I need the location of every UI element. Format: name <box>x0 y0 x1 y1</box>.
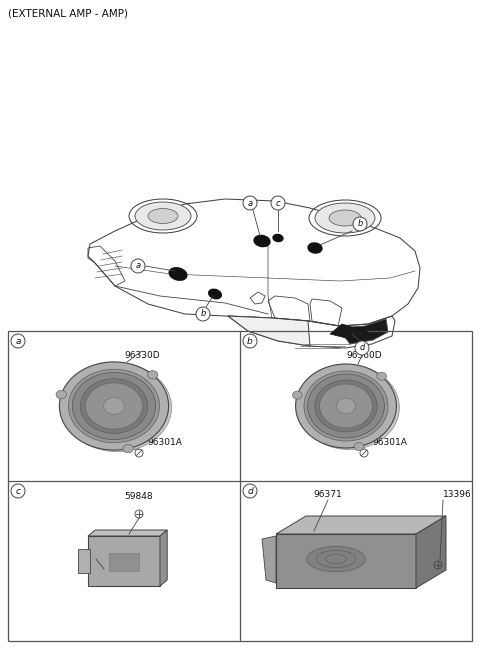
Bar <box>78 549 90 573</box>
Ellipse shape <box>148 209 178 224</box>
Polygon shape <box>276 516 446 534</box>
Ellipse shape <box>304 371 388 441</box>
Circle shape <box>243 334 257 348</box>
Text: b: b <box>247 337 253 346</box>
Ellipse shape <box>72 373 156 440</box>
Ellipse shape <box>254 236 270 247</box>
Bar <box>8 331 472 641</box>
Text: 96371: 96371 <box>313 490 342 499</box>
Ellipse shape <box>320 384 372 428</box>
Text: c: c <box>276 199 280 207</box>
Ellipse shape <box>308 374 384 438</box>
Ellipse shape <box>377 373 386 380</box>
Ellipse shape <box>209 289 221 298</box>
Text: 96330D: 96330D <box>124 351 160 360</box>
Text: b: b <box>357 220 363 228</box>
Circle shape <box>243 196 257 210</box>
Ellipse shape <box>273 234 283 241</box>
Ellipse shape <box>315 203 375 233</box>
Ellipse shape <box>169 268 187 280</box>
Ellipse shape <box>80 379 148 434</box>
Text: a: a <box>135 262 141 270</box>
Polygon shape <box>338 319 388 344</box>
Ellipse shape <box>69 369 159 443</box>
Polygon shape <box>228 316 310 346</box>
Ellipse shape <box>60 362 168 450</box>
Text: a: a <box>247 199 252 207</box>
Polygon shape <box>262 536 276 583</box>
Polygon shape <box>160 530 167 586</box>
Polygon shape <box>330 324 368 341</box>
Circle shape <box>196 307 210 321</box>
Text: 96370N: 96370N <box>94 573 130 582</box>
Ellipse shape <box>315 380 377 432</box>
Ellipse shape <box>299 365 399 449</box>
Ellipse shape <box>307 546 365 572</box>
Ellipse shape <box>316 550 356 567</box>
Text: 96301A: 96301A <box>147 438 182 447</box>
Ellipse shape <box>292 391 302 399</box>
Circle shape <box>131 259 145 273</box>
Ellipse shape <box>329 210 361 226</box>
Text: 96301A: 96301A <box>372 438 407 447</box>
Text: 96360D: 96360D <box>346 351 382 360</box>
Ellipse shape <box>325 554 347 564</box>
Ellipse shape <box>308 243 322 253</box>
Circle shape <box>243 484 257 498</box>
Text: 13396: 13396 <box>443 490 472 499</box>
Circle shape <box>355 341 369 355</box>
Bar <box>109 553 139 571</box>
Text: a: a <box>15 337 21 346</box>
Ellipse shape <box>123 444 133 453</box>
Bar <box>88 536 160 586</box>
Ellipse shape <box>147 371 158 379</box>
Ellipse shape <box>296 364 396 448</box>
Text: 59848: 59848 <box>125 492 153 501</box>
Ellipse shape <box>56 390 66 399</box>
Polygon shape <box>416 516 446 588</box>
Text: d: d <box>247 487 253 495</box>
Polygon shape <box>88 530 167 536</box>
Text: (EXTERNAL AMP - AMP): (EXTERNAL AMP - AMP) <box>8 8 128 18</box>
Circle shape <box>271 196 285 210</box>
Text: b: b <box>200 310 206 319</box>
Circle shape <box>353 217 367 231</box>
Ellipse shape <box>104 398 124 415</box>
Ellipse shape <box>62 363 172 451</box>
Circle shape <box>11 484 25 498</box>
Ellipse shape <box>85 383 143 429</box>
Ellipse shape <box>336 398 356 414</box>
Text: d: d <box>360 344 365 352</box>
Text: c: c <box>15 487 21 495</box>
Ellipse shape <box>135 202 191 230</box>
Ellipse shape <box>354 443 364 451</box>
Circle shape <box>11 334 25 348</box>
Polygon shape <box>276 534 416 588</box>
